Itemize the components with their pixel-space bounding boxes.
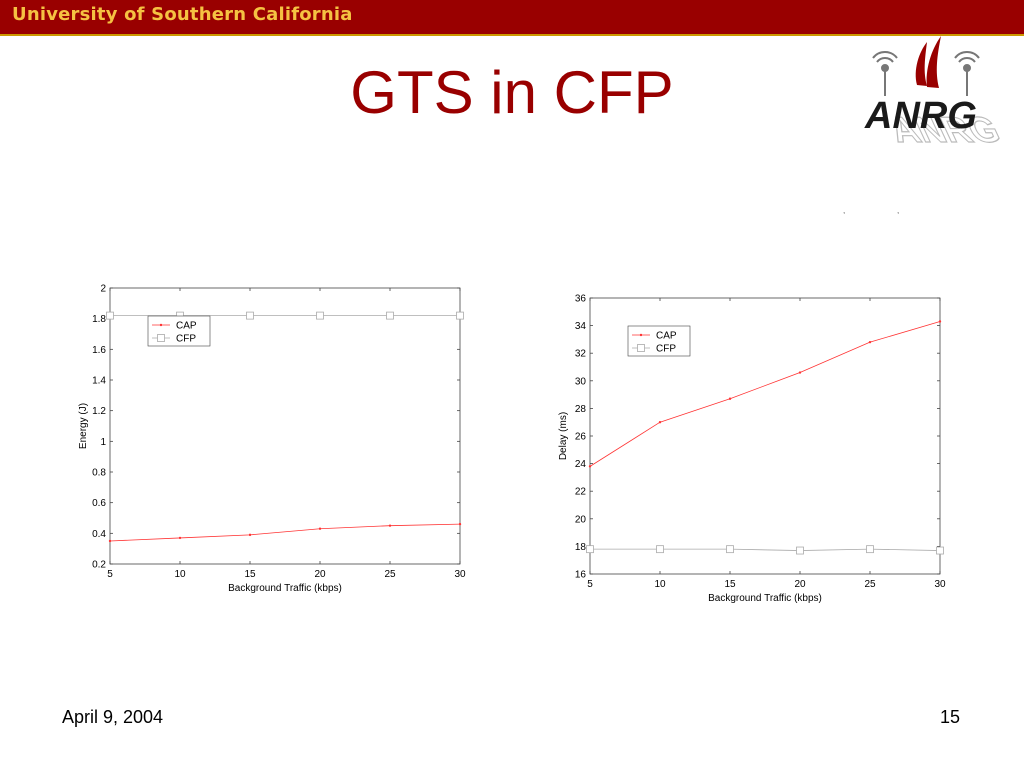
legend-cfp-label: CFP [656,344,676,355]
y-tick-label: 16 [575,570,587,581]
legend-cap-marker [639,333,643,337]
series-cfp-line [590,548,941,551]
university-name: University of Southern California [12,4,353,25]
series-cfp-point [796,546,804,555]
y-tick-label: 20 [575,514,587,525]
series-cap-point [798,371,802,374]
series-cfp-point [866,545,874,554]
series-cap-point [458,522,462,526]
x-tick-label: 15 [244,569,256,580]
legend-cfp-marker [637,344,645,352]
x-tick-label: 25 [864,579,876,590]
y-tick-label: 28 [575,404,587,415]
series-cap-point [388,524,392,527]
series-cfp-point [106,311,114,320]
x-tick-label: 10 [654,579,666,590]
x-tick-label: 5 [587,579,593,590]
series-cfp-point [726,545,734,554]
x-tick-label: 20 [314,569,326,580]
legend-cfp-marker [157,334,165,342]
x-axis-label: Background Traffic (kbps) [228,583,342,594]
series-cap-point [248,533,252,537]
logo-shadow: ANRG [883,111,1005,151]
y-tick-label: 30 [575,376,587,387]
energy-chart: 0.20.40.60.811.21.41.61.825 10 15 20 25 30Bac… [78,284,466,595]
y-tick-label: 24 [575,459,587,470]
x-tick-label: 5 [107,569,113,580]
x-tick-label: 10 [174,569,186,580]
y-tick-label: 0.8 [92,468,106,479]
series-cfp-point [656,545,664,554]
series-cap-point [108,539,112,543]
anrg-logo: ANRG ANRG [864,36,1005,151]
series-cfp-point [316,311,324,320]
y-tick-label: 26 [575,432,587,443]
y-tick-label: 0.6 [92,498,106,509]
y-tick-label: 18 [575,542,587,553]
y-tick-label: 34 [575,321,587,332]
y-tick-label: 36 [575,294,587,305]
x-axis-label: Background Traffic (kbps) [708,593,822,604]
y-axis-label: Delay (ms) [558,412,569,460]
x-tick-label: 30 [454,569,466,580]
y-tick-label: 1.6 [92,345,106,356]
legend-cap-label: CAP [176,321,197,332]
x-tick-label: 15 [724,579,736,590]
y-tick-label: 0.4 [92,529,106,540]
y-tick-label: 2 [100,284,106,295]
series-cap-line [109,523,461,542]
series-cfp-point [456,311,464,320]
series-cap-point [658,421,662,424]
antenna-left-icon [872,51,898,96]
series-cfp-point [586,545,594,554]
x-tick-label: 20 [794,579,806,590]
series-cfp-point [246,311,254,320]
y-tick-label: 1.2 [92,406,106,417]
swoosh-icon [915,36,941,88]
stray-mark: , [843,206,846,215]
university-header-bar: University of Southern California [0,0,1024,36]
series-cap-line [589,321,941,467]
series-cap-point [868,340,872,344]
slide-title: GTS in CFP [350,59,674,126]
y-tick-label: 1 [100,437,106,448]
delay-chart: 16 18 20 22 24 26 28 30 32 34 36 5 10 15 20 25 30 Backgro… [558,294,946,605]
slide-date: April 9, 2004 [62,707,164,727]
series-cap-point [938,320,942,323]
legend-cfp-label: CFP [176,334,196,345]
x-tick-label: 30 [934,579,946,590]
y-tick-label: 32 [575,349,587,360]
y-tick-label: 1.8 [92,314,106,325]
y-tick-label: 22 [575,487,587,498]
series-cap-point [318,527,322,530]
antenna-right-icon [954,51,980,96]
series-cfp-point [936,546,944,555]
logo-text: ANRG [864,95,977,137]
legend-cap-marker [159,323,163,327]
series-cap-point [728,397,732,400]
series-cap-point [178,536,182,540]
y-tick-label: 0.2 [92,560,106,571]
legend-cap-label: CAP [656,331,677,342]
slide-page-number: 15 [940,707,961,727]
series-cap-point [588,465,592,468]
series-cfp-point [386,311,394,320]
stray-mark: , [897,206,900,215]
y-axis-label: Energy (J) [78,403,89,449]
y-tick-label: 1.4 [92,376,106,387]
x-tick-label: 25 [384,569,396,580]
